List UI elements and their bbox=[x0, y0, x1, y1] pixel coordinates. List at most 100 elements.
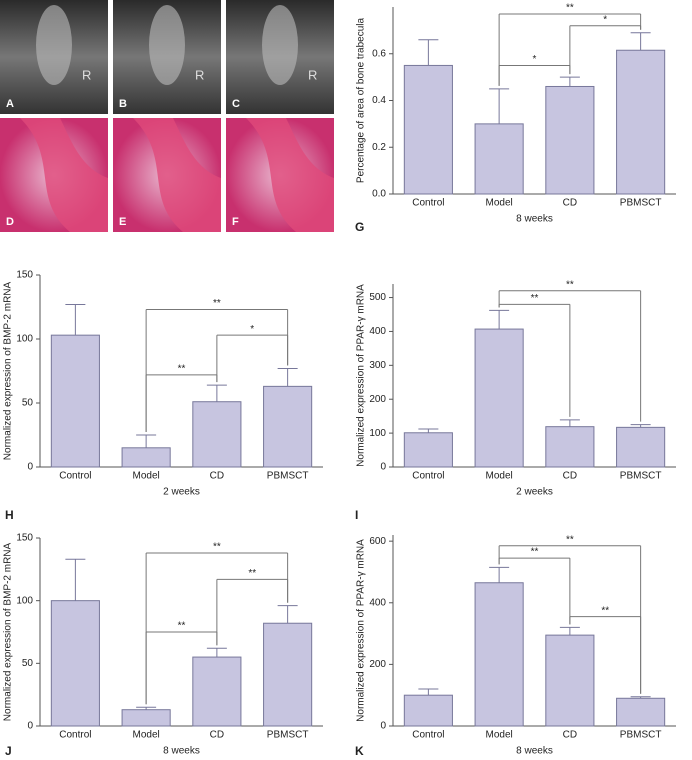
significance-label: ** bbox=[178, 363, 186, 374]
significance-label: ** bbox=[566, 279, 574, 290]
tissue bbox=[133, 118, 221, 232]
y-tick-label: 200 bbox=[369, 394, 386, 405]
x-tick-label: Control bbox=[412, 730, 444, 741]
y-tick-label: 150 bbox=[16, 270, 33, 281]
y-tick-label: 0 bbox=[27, 721, 33, 732]
x-axis-label: 8 weeks bbox=[163, 746, 200, 757]
y-axis-label: Normalized expression of PPAR-γ mRNA bbox=[356, 539, 367, 722]
bar bbox=[50, 334, 100, 468]
x-tick-label: Model bbox=[486, 198, 513, 209]
x-tick-label: Control bbox=[412, 471, 444, 482]
panel-label: H bbox=[5, 508, 14, 522]
x-tick-label: CD bbox=[563, 471, 577, 482]
bar bbox=[616, 49, 666, 195]
x-tick-label: Model bbox=[133, 471, 160, 482]
significance-label: ** bbox=[566, 3, 574, 14]
y-axis-label: Normalized expression of BMP-2 mRNA bbox=[3, 281, 14, 460]
significance-label: * bbox=[533, 54, 537, 65]
y-tick-label: 600 bbox=[369, 536, 386, 547]
significance-label: ** bbox=[531, 293, 539, 304]
panel-label: E bbox=[119, 216, 126, 228]
bar bbox=[474, 123, 524, 195]
panel-label: D bbox=[6, 216, 14, 228]
bar bbox=[474, 582, 524, 727]
panel-label: F bbox=[232, 216, 239, 228]
y-tick-label: 0 bbox=[380, 462, 386, 473]
significance-label: * bbox=[603, 14, 607, 25]
panel-label: J bbox=[5, 744, 12, 758]
bone bbox=[149, 5, 185, 85]
y-tick-label: 0.0 bbox=[372, 189, 386, 200]
y-tick-label: 0.2 bbox=[372, 142, 386, 153]
bar bbox=[474, 328, 524, 468]
bar bbox=[121, 447, 171, 468]
y-tick-label: 400 bbox=[369, 597, 386, 608]
panel-label: G bbox=[355, 220, 364, 234]
x-tick-label: PBMSCT bbox=[620, 198, 662, 209]
x-tick-label: Control bbox=[59, 730, 91, 741]
x-tick-label: Model bbox=[133, 730, 160, 741]
y-tick-label: 500 bbox=[369, 292, 386, 303]
bar bbox=[403, 64, 453, 195]
tissue bbox=[246, 118, 334, 232]
bar bbox=[545, 634, 595, 727]
significance-label: ** bbox=[178, 621, 186, 632]
y-tick-label: 50 bbox=[22, 658, 34, 669]
x-tick-label: Model bbox=[486, 730, 513, 741]
side-marker: R bbox=[308, 67, 317, 82]
bar bbox=[263, 622, 313, 727]
significance-label: ** bbox=[213, 542, 221, 553]
y-tick-label: 100 bbox=[16, 595, 33, 606]
y-tick-label: 50 bbox=[22, 398, 34, 409]
panel-label: A bbox=[6, 98, 14, 110]
y-tick-label: 100 bbox=[369, 428, 386, 439]
x-tick-label: Control bbox=[412, 198, 444, 209]
x-tick-label: CD bbox=[210, 730, 224, 741]
y-tick-label: 400 bbox=[369, 326, 386, 337]
x-tick-label: PBMSCT bbox=[620, 471, 662, 482]
bar bbox=[545, 85, 595, 195]
y-axis-label: Percentage of area of bone trabecula bbox=[356, 18, 367, 184]
y-tick-label: 150 bbox=[16, 533, 33, 544]
bar bbox=[192, 401, 242, 468]
y-tick-label: 0 bbox=[380, 721, 386, 732]
x-tick-label: Control bbox=[59, 471, 91, 482]
y-tick-label: 0.4 bbox=[372, 95, 386, 106]
x-axis-label: 2 weeks bbox=[516, 487, 553, 498]
x-axis-label: 8 weeks bbox=[516, 214, 553, 225]
bar bbox=[545, 426, 595, 468]
y-tick-label: 300 bbox=[369, 360, 386, 371]
y-tick-label: 0.6 bbox=[372, 48, 386, 59]
bar bbox=[403, 694, 453, 727]
bar bbox=[616, 697, 666, 727]
x-tick-label: PBMSCT bbox=[267, 471, 309, 482]
x-tick-label: PBMSCT bbox=[267, 730, 309, 741]
y-tick-label: 200 bbox=[369, 659, 386, 670]
significance-label: ** bbox=[531, 547, 539, 558]
bar bbox=[50, 600, 100, 727]
panel-label: C bbox=[232, 98, 240, 110]
bar bbox=[616, 426, 666, 468]
x-tick-label: CD bbox=[563, 198, 577, 209]
x-tick-label: Model bbox=[486, 471, 513, 482]
bar bbox=[263, 385, 313, 468]
x-axis-label: 2 weeks bbox=[163, 487, 200, 498]
significance-label: * bbox=[250, 324, 254, 335]
side-marker: R bbox=[82, 67, 91, 82]
y-tick-label: 100 bbox=[16, 334, 33, 345]
significance-label: ** bbox=[213, 298, 221, 309]
side-marker: R bbox=[195, 67, 204, 82]
panel-label: B bbox=[119, 98, 127, 110]
x-axis-label: 8 weeks bbox=[516, 746, 553, 757]
y-axis-label: Normalized expression of BMP-2 mRNA bbox=[3, 542, 14, 721]
x-tick-label: CD bbox=[563, 730, 577, 741]
y-axis-label: Normalized expression of PPAR-γ mRNA bbox=[356, 284, 367, 467]
panel-label: K bbox=[355, 744, 364, 758]
bone bbox=[36, 5, 72, 85]
significance-label: ** bbox=[601, 605, 609, 616]
bar bbox=[121, 709, 171, 727]
bar bbox=[192, 656, 242, 727]
panel-label: I bbox=[355, 508, 358, 522]
x-tick-label: CD bbox=[210, 471, 224, 482]
